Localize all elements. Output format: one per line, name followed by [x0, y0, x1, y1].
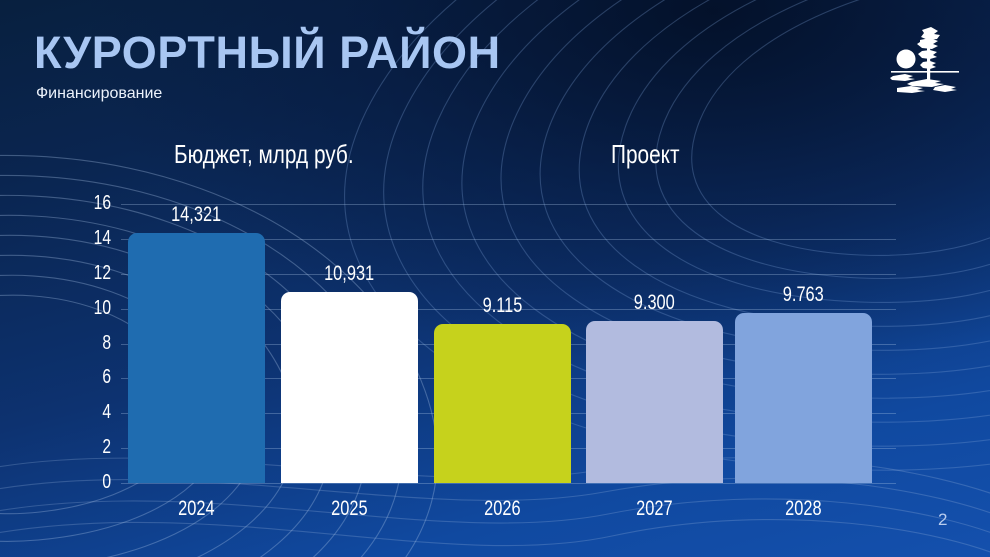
y-axis-tick-label: 8 — [102, 331, 111, 354]
y-axis-tick-label: 12 — [93, 261, 111, 284]
x-axis-tick-label: 2024 — [178, 497, 215, 520]
y-axis-tick-label: 2 — [102, 436, 111, 459]
x-axis-tick-label: 2027 — [636, 497, 673, 520]
y-axis-tick-label: 6 — [102, 366, 111, 389]
y-axis-tick-label: 10 — [93, 296, 111, 319]
chart-bar[interactable] — [281, 292, 418, 483]
x-axis-tick-label: 2025 — [331, 497, 368, 520]
chart-bar[interactable] — [434, 324, 571, 483]
page-number: 2 — [938, 510, 948, 529]
kurortny-district-emblem-icon — [889, 24, 961, 100]
bar-value-label: 14,321 — [171, 203, 222, 227]
gridline — [121, 204, 896, 205]
gridline — [121, 308, 896, 310]
gridline — [121, 238, 896, 240]
chart-bar[interactable] — [735, 312, 872, 483]
gridline — [121, 483, 896, 484]
gridline — [121, 273, 896, 275]
y-axis-tick-label: 14 — [93, 226, 111, 249]
y-axis-tick-label: 16 — [93, 192, 111, 214]
chart-annotation-proekt: Проект — [611, 139, 680, 169]
y-axis-tick-label: 4 — [102, 401, 111, 424]
chart-bar[interactable] — [128, 233, 265, 483]
chart-title: Бюджет, млрд руб. — [174, 139, 354, 169]
bar-value-label: 9.300 — [634, 290, 675, 314]
bar-value-label: 9.763 — [783, 282, 824, 306]
y-axis-tick-label: 0 — [102, 471, 111, 493]
bar-value-label: 10,931 — [324, 262, 375, 286]
bar-value-label: 9.115 — [482, 294, 523, 318]
chart-bar[interactable] — [586, 320, 723, 483]
page-title: КУРОРТНЫЙ РАЙОН — [34, 27, 501, 78]
x-axis-tick-label: 2026 — [484, 497, 521, 520]
page-subtitle: Финансирование — [36, 85, 163, 102]
x-axis-tick-label: 2028 — [785, 497, 822, 520]
